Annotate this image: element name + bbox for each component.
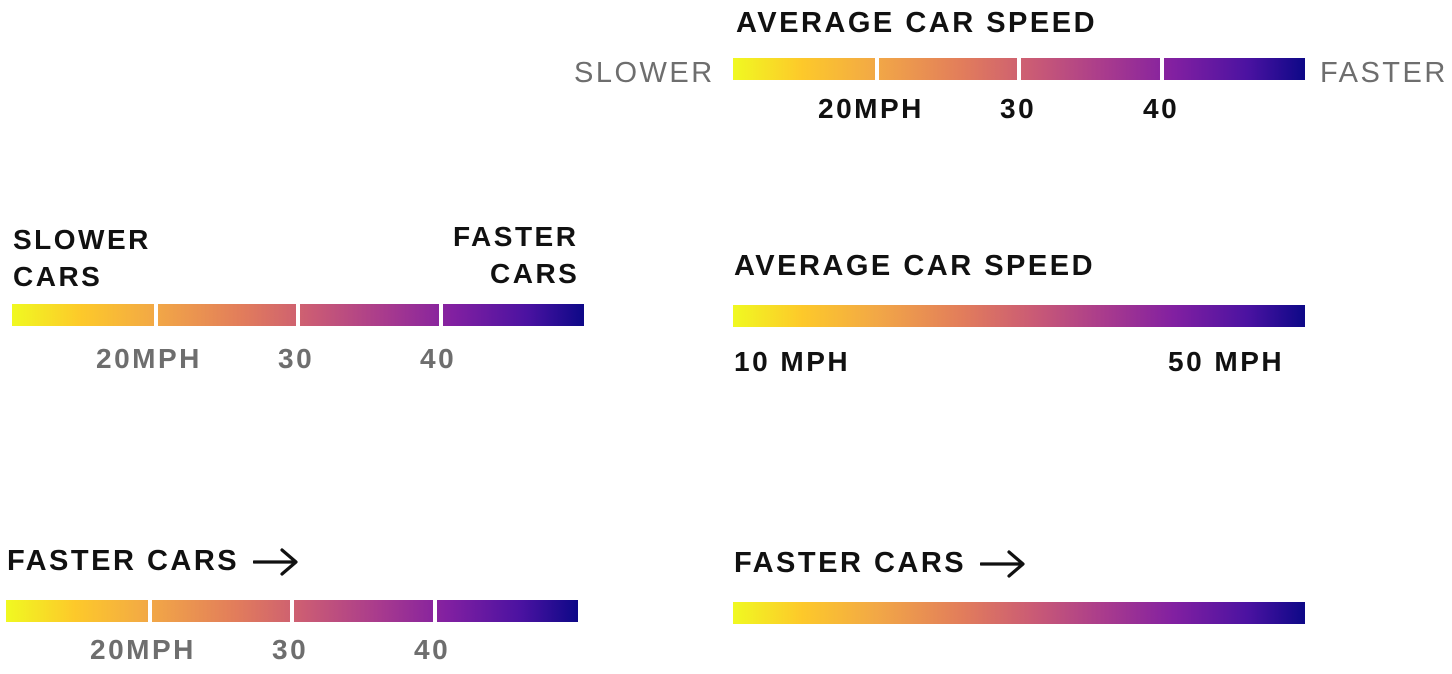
legend-a-slower-label: SLOWER bbox=[574, 57, 715, 89]
legend-b-separator-40 bbox=[439, 304, 443, 326]
legend-d-separator-40 bbox=[433, 600, 437, 622]
legend-b-slower-line2: CARS bbox=[13, 261, 103, 292]
legend-b-separator-20 bbox=[154, 304, 158, 326]
legend-c-color-bar bbox=[733, 305, 1305, 327]
legend-d-tick-30: 30 bbox=[272, 634, 309, 665]
legend-b-tick-40: 40 bbox=[420, 343, 457, 374]
legend-e-color-bar bbox=[733, 602, 1305, 624]
legend-a-tick-40: 40 bbox=[1143, 93, 1180, 124]
legend-b-faster-line1: FASTER bbox=[453, 221, 579, 252]
legend-a-tick-20: 20MPH bbox=[818, 93, 924, 124]
legend-d-tick-20: 20MPH bbox=[90, 634, 196, 665]
legend-b-color-bar bbox=[12, 304, 584, 326]
legend-a-faster-label: FASTER bbox=[1320, 57, 1448, 89]
legend-b-faster-line2: CARS bbox=[490, 258, 580, 289]
legend-a-color-bar bbox=[733, 58, 1305, 80]
legend-b-tick-30: 30 bbox=[278, 343, 315, 374]
legend-e-title: FASTER CARS bbox=[734, 547, 967, 579]
legend-c-max-label: 50 MPH bbox=[1168, 346, 1285, 377]
legend-d-separator-20 bbox=[148, 600, 152, 622]
legend-a-separator-30 bbox=[1017, 58, 1021, 80]
legend-d-title: FASTER CARS bbox=[7, 545, 240, 577]
arrow-right-icon bbox=[980, 549, 1026, 579]
legend-c-min-label: 10 MPH bbox=[734, 346, 851, 377]
legend-b-tick-20: 20MPH bbox=[96, 343, 202, 374]
legend-a-separator-20 bbox=[875, 58, 879, 80]
legend-d-color-bar bbox=[6, 600, 578, 622]
legend-a-title: AVERAGE CAR SPEED bbox=[736, 7, 1098, 39]
legend-a-separator-40 bbox=[1160, 58, 1164, 80]
legend-b-separator-30 bbox=[296, 304, 300, 326]
legend-b-slower-line1: SLOWER bbox=[13, 224, 151, 255]
legend-c-title: AVERAGE CAR SPEED bbox=[734, 250, 1096, 282]
legend-d-separator-30 bbox=[290, 600, 294, 622]
legend-d-tick-40: 40 bbox=[414, 634, 451, 665]
arrow-right-icon bbox=[253, 547, 299, 577]
legend-a-tick-30: 30 bbox=[1000, 93, 1037, 124]
